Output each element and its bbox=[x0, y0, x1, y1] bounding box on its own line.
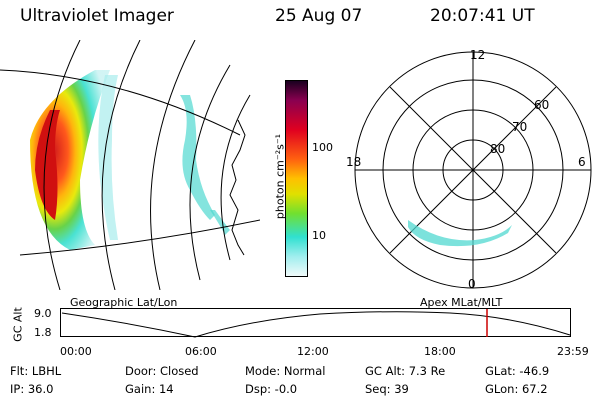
filter-info: Flt: LBHL bbox=[10, 364, 62, 378]
lat-label: 80 bbox=[490, 142, 505, 156]
instrument-title: Ultraviolet Imager bbox=[20, 6, 174, 26]
time-label: 20:07:41 UT bbox=[430, 6, 535, 26]
date-label: 25 Aug 07 bbox=[275, 6, 363, 26]
seq-info: Seq: 39 bbox=[365, 382, 409, 396]
mlt-label-midnight: 0 bbox=[468, 277, 476, 291]
ip-info: IP: 36.0 bbox=[10, 382, 54, 396]
timeline-x-tick: 00:00 bbox=[60, 345, 92, 358]
polar-plot: 12 18 6 0 60 70 80 bbox=[346, 48, 592, 291]
geographic-image bbox=[0, 40, 260, 290]
aurora-fringe bbox=[98, 75, 118, 240]
timeline-y-tick: 9.0 bbox=[34, 307, 52, 320]
gain-info: Gain: 14 bbox=[125, 382, 174, 396]
lat-label: 60 bbox=[534, 98, 549, 112]
timeline-left-title: Geographic Lat/Lon bbox=[70, 296, 178, 309]
door-info: Door: Closed bbox=[125, 364, 199, 378]
colorbar bbox=[285, 80, 308, 277]
colorbar-tick: 100 bbox=[312, 141, 333, 154]
aurora-patch bbox=[210, 210, 230, 235]
polar-aurora bbox=[408, 220, 512, 247]
timeline-right-title: Apex MLat/MLT bbox=[420, 296, 503, 309]
glon-info: GLon: 67.2 bbox=[485, 382, 548, 396]
timeline-x-tick: 06:00 bbox=[185, 345, 217, 358]
glat-info: GLat: -46.9 bbox=[485, 364, 550, 378]
aurora-core bbox=[35, 110, 60, 220]
dsp-info: Dsp: -0.0 bbox=[245, 382, 298, 396]
mlt-label-dusk: 18 bbox=[346, 155, 361, 169]
mlt-label-dawn: 6 bbox=[578, 155, 586, 169]
timeline-y-tick: 1.8 bbox=[34, 326, 52, 339]
mlt-label-noon: 12 bbox=[470, 48, 485, 62]
altitude-curve bbox=[61, 311, 571, 338]
timeline-x-tick: 18:00 bbox=[424, 345, 456, 358]
gc-alt-info: GC Alt: 7.3 Re bbox=[365, 364, 446, 378]
altitude-timeline bbox=[60, 308, 571, 338]
aurora-patch bbox=[180, 95, 215, 220]
coastline bbox=[229, 119, 246, 256]
timeline-x-tick: 23:59 bbox=[557, 345, 589, 358]
colorbar-tick: 10 bbox=[312, 229, 326, 242]
timeline-x-tick: 12:00 bbox=[297, 345, 329, 358]
colorbar-unit-label: photon cm⁻²s⁻¹ bbox=[273, 133, 287, 220]
mode-info: Mode: Normal bbox=[245, 364, 326, 378]
timeline-y-label: GC Alt bbox=[11, 307, 25, 342]
lat-label: 70 bbox=[512, 120, 527, 134]
